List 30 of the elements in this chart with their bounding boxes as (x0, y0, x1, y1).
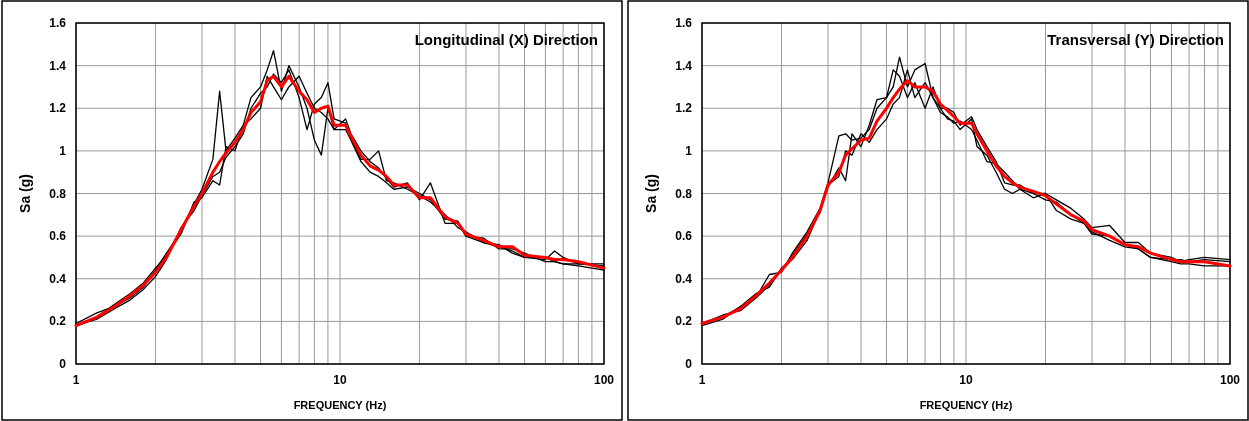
text: Longitudinal (X) Direction (414, 31, 598, 48)
y-tick-label: 0.2 (675, 314, 693, 329)
y-tick-label: 0.2 (49, 314, 67, 329)
x-tick-label: 10 (333, 373, 347, 387)
x-tick-label: 10 (959, 373, 973, 387)
y-tick-label: 0.4 (675, 271, 693, 286)
y-tick-label: 1.6 (675, 16, 693, 30)
y-tick-label: 1 (59, 143, 67, 158)
y-tick-label: 0.6 (49, 229, 67, 244)
x-tick-label: 1 (698, 373, 706, 387)
y-tick-label: 0.8 (49, 186, 67, 201)
y-tick-label: 1.6 (49, 16, 67, 30)
y-tick-label: 0.6 (675, 229, 693, 244)
y-tick-label: 1.2 (675, 101, 693, 116)
y-tick-label: 1.2 (49, 101, 67, 116)
x-tick-label: 1 (72, 373, 80, 387)
y-axis-title: Sa (g) (643, 174, 659, 213)
y-tick-label: 0.8 (675, 186, 693, 201)
x-axis-title: FREQUENCY (Hz) (919, 399, 1013, 411)
x-tick-label: 100 (1219, 373, 1241, 387)
y-tick-label: 0.4 (49, 271, 67, 286)
y-axis-title: Sa (g) (17, 174, 33, 213)
y-tick-label: 1 (685, 143, 693, 158)
y-tick-label: 1.4 (675, 58, 693, 73)
y-tick-label: 0 (685, 357, 693, 371)
text: Transversal (Y) Direction (1047, 31, 1224, 48)
y-tick-label: 0 (59, 357, 67, 371)
x-axis-title: FREQUENCY (Hz) (293, 399, 387, 411)
y-tick-label: 1.4 (49, 58, 67, 73)
x-tick-label: 100 (593, 373, 615, 387)
